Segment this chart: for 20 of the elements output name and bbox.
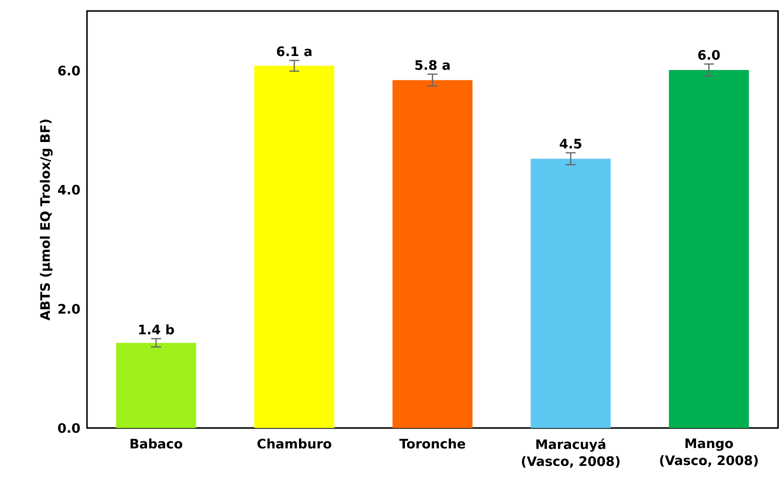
x-tick-label: Maracuyá (Vasco, 2008) xyxy=(522,438,620,468)
bar xyxy=(668,70,749,428)
bar xyxy=(254,66,334,428)
x-tick-label: Chamburo xyxy=(257,438,332,449)
y-tick-label: 4.0 xyxy=(58,184,80,195)
bar xyxy=(116,342,196,428)
data-label: 5.8 a xyxy=(415,60,450,70)
x-tick-label: Toronche xyxy=(399,438,466,449)
bar xyxy=(392,80,473,428)
data-label: 6.1 a xyxy=(276,46,312,56)
data-label: 4.5 xyxy=(560,138,582,149)
data-label: 1.4 b xyxy=(139,324,174,334)
x-tick-label: Mango (Vasco, 2008) xyxy=(660,438,758,467)
x-tick-label: Babaco xyxy=(130,438,182,449)
bar xyxy=(530,158,611,428)
data-label: 6.0 xyxy=(698,50,720,60)
y-axis-title: ABTS (µmol EQ Trolox/g BF) xyxy=(40,120,53,320)
y-tick-label: 2.0 xyxy=(58,304,80,314)
y-tick-label: 6.0 xyxy=(58,66,80,76)
y-tick-label: 0.0 xyxy=(58,423,80,433)
